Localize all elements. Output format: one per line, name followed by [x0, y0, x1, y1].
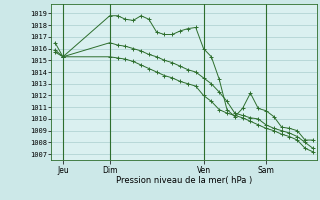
- X-axis label: Pression niveau de la mer( hPa ): Pression niveau de la mer( hPa ): [116, 176, 252, 185]
